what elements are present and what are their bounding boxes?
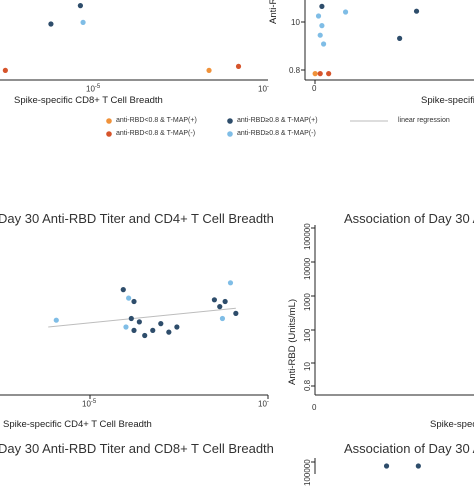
figure-canvas bbox=[0, 0, 474, 474]
top-right-point-5 bbox=[342, 9, 349, 15]
top-right-y-label: Anti-RBD bbox=[268, 0, 279, 24]
top-right-x-tick-label-0: 0 bbox=[312, 84, 317, 93]
middle-left-title: Day 30 Anti-RBD Titer and CD4+ T Cell Br… bbox=[0, 211, 274, 226]
middle-left-point-17 bbox=[233, 310, 239, 316]
top-left-x-label: Spike-specific CD8+ T Cell Breadth bbox=[14, 95, 163, 106]
top-right-point-10 bbox=[326, 71, 332, 77]
bottom-left-title: Day 30 Anti-RBD Titer and CD8+ T Cell Br… bbox=[0, 441, 274, 456]
legend-label-rbd-ge-tmap-pos: anti-RBD≥0.8 & T-MAP(+) bbox=[237, 117, 318, 124]
legend-swatch-rbd-ge-tmap-neg bbox=[227, 131, 233, 137]
middle-right-x-label: Spike-spec bbox=[430, 419, 474, 430]
top-left-point-0 bbox=[77, 3, 83, 9]
middle-left-x-tick-label-2: 10- bbox=[258, 399, 269, 409]
top-right-x-label: Spike-specific bbox=[421, 95, 474, 106]
middle-left-point-18 bbox=[219, 315, 226, 322]
top-right-point-9 bbox=[317, 71, 323, 77]
middle-right-y-tick-label-1000: 1000 bbox=[303, 293, 312, 311]
middle-right-x-tick-label-0: 0 bbox=[312, 403, 317, 412]
middle-left-point-8 bbox=[142, 332, 148, 339]
middle-left-point-0 bbox=[53, 317, 59, 323]
top-right-point-1 bbox=[315, 13, 322, 19]
middle-left-point-13 bbox=[211, 297, 217, 303]
top-right-y-tick-label-08: 0.8 bbox=[289, 66, 301, 75]
scatter-marks bbox=[2, 3, 421, 469]
middle-right-y-tick-label-08: 0.8 bbox=[303, 379, 312, 391]
middle-left-point-5 bbox=[123, 324, 129, 330]
middle-right-y-tick-label-100: 100 bbox=[303, 328, 312, 342]
top-left-point-5 bbox=[235, 63, 242, 69]
legend-label-rbd-lt-tmap-neg: anti-RBD<0.8 & T-MAP(-) bbox=[116, 130, 196, 137]
legend-swatch-rbd-lt-tmap-pos bbox=[106, 118, 112, 124]
top-right-point-6 bbox=[397, 35, 403, 42]
middle-left-point-3 bbox=[131, 298, 137, 305]
middle-left-x-label: Spike-specific CD4+ T Cell Breadth bbox=[3, 419, 152, 430]
top-right-point-8 bbox=[312, 71, 318, 77]
middle-left-point-15 bbox=[222, 298, 228, 305]
top-left-point-2 bbox=[80, 19, 86, 25]
bottom-right-title: Association of Day 30 An bbox=[344, 441, 474, 456]
middle-left-point-9 bbox=[150, 327, 156, 333]
top-left-point-4 bbox=[206, 67, 212, 73]
legend-swatch-rbd-lt-tmap-neg bbox=[106, 131, 112, 137]
legend-label-regression: linear regression bbox=[398, 117, 450, 124]
middle-right-y-tick-label-100000: 100000 bbox=[303, 223, 312, 250]
middle-left-point-14 bbox=[217, 304, 223, 310]
middle-right-title: Association of Day 30 An bbox=[344, 211, 474, 226]
top-left-point-3 bbox=[2, 67, 8, 73]
middle-left-point-7 bbox=[136, 319, 142, 325]
middle-left-x-tick-label-1: 10-5 bbox=[82, 399, 97, 409]
top-left-x-tick-1: 10-5 bbox=[86, 84, 101, 94]
middle-left-point-4 bbox=[128, 315, 134, 322]
top-right-y-tick-label-10: 10 bbox=[291, 18, 300, 27]
top-right-point-7 bbox=[413, 8, 420, 14]
middle-left-point-10 bbox=[158, 321, 164, 327]
top-right-point-2 bbox=[319, 23, 325, 29]
middle-left-point-16 bbox=[227, 280, 234, 286]
legend-swatch-rbd-ge-tmap-pos bbox=[227, 118, 233, 124]
middle-right-y-tick-label-10: 10 bbox=[303, 362, 312, 371]
legend-label-rbd-lt-tmap-pos: anti-RBD<0.8 & T-MAP(+) bbox=[116, 117, 197, 124]
top-right-point-3 bbox=[317, 32, 323, 38]
top-left-x-tick-2: 10- bbox=[258, 84, 269, 94]
top-right-point-4 bbox=[320, 41, 327, 47]
middle-left-point-6 bbox=[131, 327, 137, 333]
middle-right-y-label: Anti-RBD (Units/mL) bbox=[287, 298, 298, 385]
middle-left-point-12 bbox=[174, 324, 180, 330]
middle-left-regression-line bbox=[48, 307, 236, 328]
legend-label-rbd-ge-tmap-neg: anti-RBD≥0.8 & T-MAP(-) bbox=[237, 130, 316, 137]
middle-left-point-2 bbox=[126, 295, 132, 301]
middle-right-y-tick-label-10000: 10000 bbox=[303, 257, 312, 280]
bottom-right-point-0 bbox=[383, 463, 390, 469]
middle-left-point-1 bbox=[120, 287, 126, 293]
bottom-right-point-1 bbox=[415, 463, 421, 469]
middle-left-point-11 bbox=[166, 329, 172, 335]
top-left-point-1 bbox=[48, 21, 54, 27]
top-right-point-0 bbox=[319, 3, 325, 9]
bottom-right-y-tick-label-100000: 100000 bbox=[303, 459, 312, 486]
